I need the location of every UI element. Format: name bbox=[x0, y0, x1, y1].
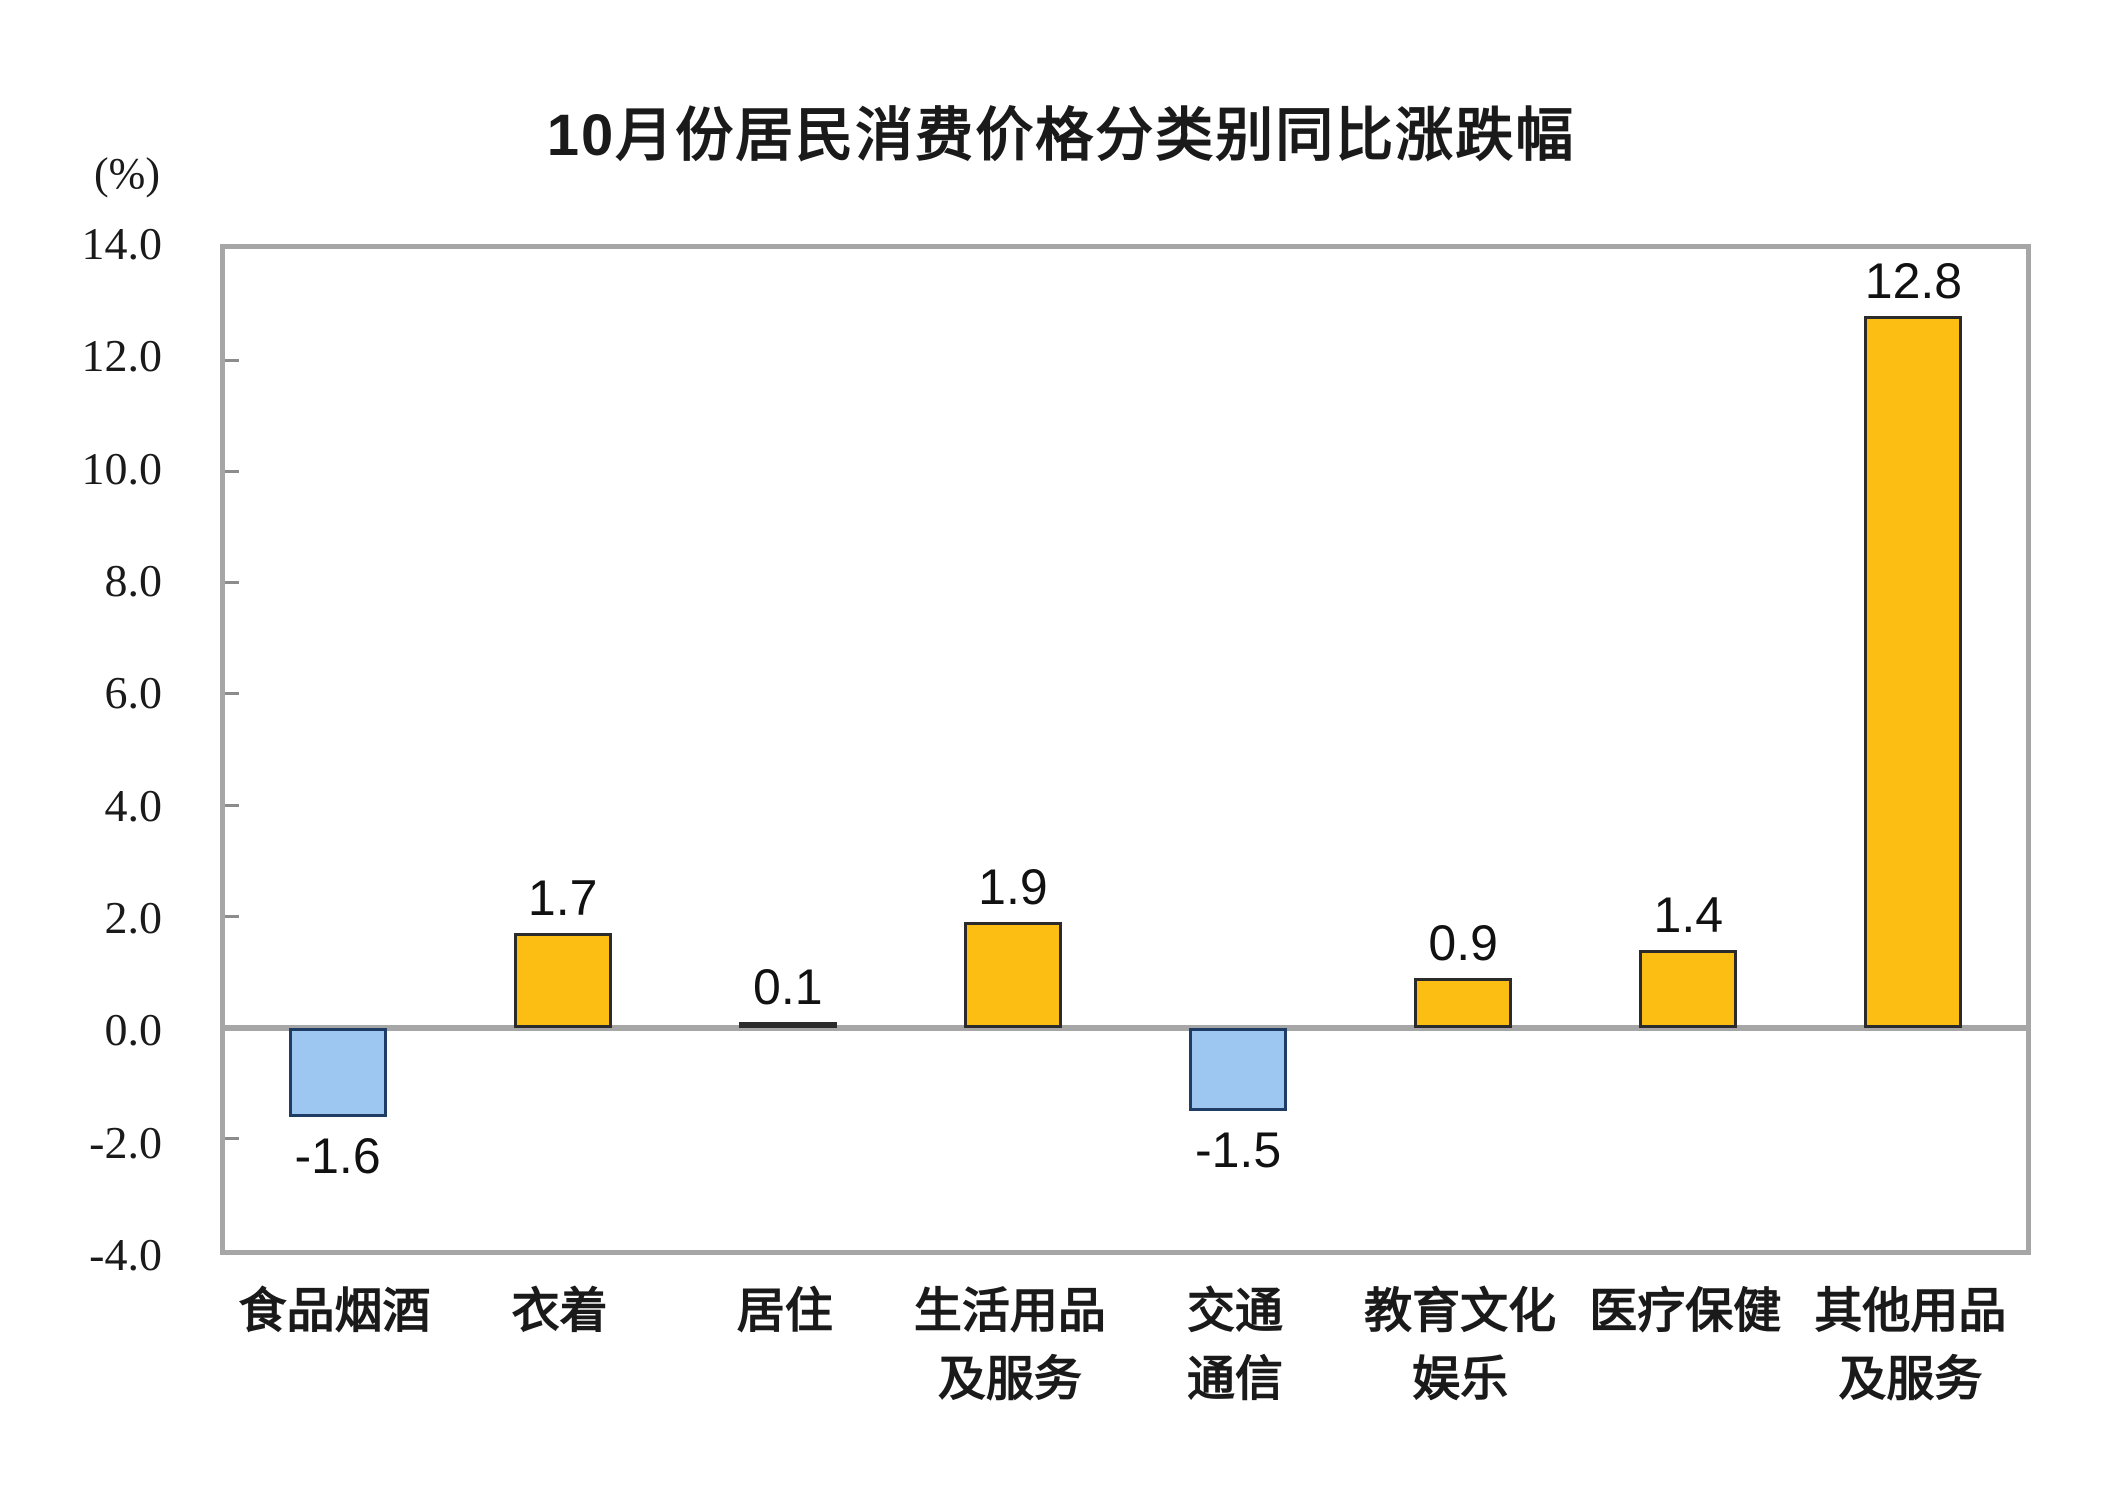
y-axis-tick-mark bbox=[225, 469, 239, 473]
bar-value-label: -1.6 bbox=[294, 1127, 381, 1184]
x-axis-category-label: 衣着 bbox=[511, 1285, 608, 1338]
x-axis-category-label: 医疗保健 bbox=[1589, 1285, 1782, 1338]
bar-value-label: 1.7 bbox=[527, 870, 598, 927]
y-axis-tick-mark bbox=[225, 358, 239, 362]
y-axis-tick-label: -4.0 bbox=[89, 1229, 162, 1280]
x-axis-category-label: 生活用品 及服务 bbox=[913, 1285, 1106, 1407]
y-axis: 14.0 12.0 10.0 8.0 6.0 4.0 2.0 0.0 -2.0 -4.0 bbox=[0, 218, 163, 1280]
y-axis-tick-label: 0.0 bbox=[104, 1004, 163, 1056]
bar-1 bbox=[288, 1027, 387, 1117]
x-axis-category-label: 食品烟酒 bbox=[238, 1285, 431, 1338]
plot-area: -1.6 1.7 0.1 1.9 -1.5 0.9 1.4 12.8 bbox=[220, 244, 2031, 1255]
y-axis-tick-label: 14.0 bbox=[81, 218, 163, 269]
y-axis-tick-label: 8.0 bbox=[104, 555, 163, 606]
y-axis-tick-mark bbox=[225, 803, 239, 807]
bar-value-label: -1.5 bbox=[1194, 1121, 1282, 1178]
zero-baseline bbox=[225, 1024, 2026, 1031]
y-axis-tick-label: 2.0 bbox=[104, 892, 163, 943]
bar-2 bbox=[513, 933, 612, 1028]
y-axis-tick-label: -2.0 bbox=[89, 1116, 162, 1168]
x-axis-category-labels: 食品烟酒 衣着 居住 生活用品 及服务 交通 通信 教育文化 娱乐 医疗保健 其他用品 及服务 bbox=[222, 1278, 2023, 1414]
bar-6 bbox=[1414, 977, 1513, 1028]
y-axis-tick-label: 12.0 bbox=[81, 330, 163, 382]
bar-5 bbox=[1189, 1027, 1288, 1111]
y-axis-tick-mark bbox=[225, 914, 239, 918]
y-axis-unit-label: (%) bbox=[94, 149, 160, 198]
bar-8 bbox=[1864, 315, 1963, 1028]
x-axis-category-label: 教育文化 娱乐 bbox=[1364, 1285, 1557, 1407]
y-axis-tick-mark bbox=[225, 581, 239, 585]
bar-4 bbox=[963, 921, 1062, 1028]
y-axis-tick-mark bbox=[225, 1137, 239, 1141]
bar-value-label: 0.9 bbox=[1428, 914, 1498, 971]
x-axis-category-label: 居住 bbox=[736, 1285, 833, 1338]
x-axis-category-label: 其他用品 及服务 bbox=[1814, 1285, 2007, 1407]
bar-value-label: 0.1 bbox=[753, 958, 823, 1015]
x-axis-category-label: 交通 通信 bbox=[1187, 1285, 1284, 1407]
y-axis-tick-mark bbox=[225, 692, 239, 696]
bar-3 bbox=[738, 1021, 837, 1028]
chart-title: 10月份居民消费价格分类别同比涨跌幅 bbox=[546, 103, 1576, 168]
y-axis-tick-label: 4.0 bbox=[104, 779, 163, 831]
y-axis-tick-label: 6.0 bbox=[104, 667, 163, 719]
bar-value-label: 1.9 bbox=[978, 858, 1048, 915]
bar-value-label: 1.4 bbox=[1653, 886, 1724, 943]
bar-7 bbox=[1639, 949, 1738, 1028]
y-axis-tick-label: 10.0 bbox=[81, 442, 163, 494]
bar-value-label: 12.8 bbox=[1864, 252, 1963, 309]
